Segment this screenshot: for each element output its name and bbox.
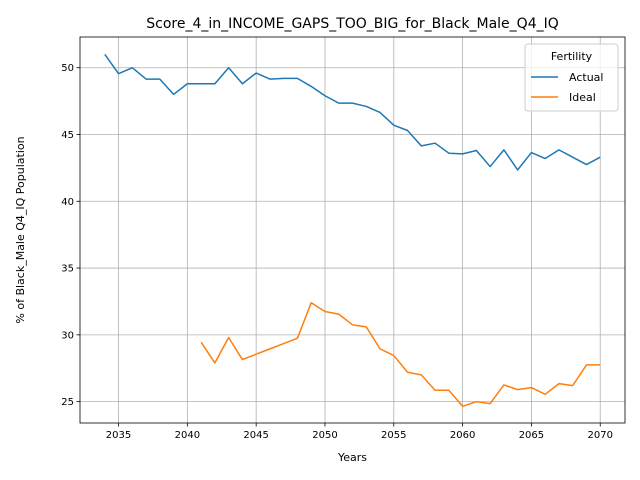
y-tick-label: 25 <box>61 397 74 408</box>
y-tick-label: 35 <box>61 264 74 275</box>
legend-label-ideal: Ideal <box>569 91 596 104</box>
plot-frame <box>79 36 626 424</box>
legend: Fertility Actual Ideal <box>524 43 619 112</box>
x-tick-label: 2045 <box>243 430 268 441</box>
y-axis-ticks: 25 30 35 40 45 50 <box>61 63 80 408</box>
x-tick-label: 2055 <box>381 430 406 441</box>
legend-title: Fertility <box>551 50 593 63</box>
y-tick-label: 30 <box>61 330 74 341</box>
legend-box <box>524 43 619 112</box>
y-tick-label: 50 <box>61 63 74 74</box>
legend-label-actual: Actual <box>569 71 603 84</box>
x-axis-label: Years <box>337 451 367 464</box>
x-tick-label: 2040 <box>175 430 200 441</box>
x-tick-label: 2035 <box>106 430 131 441</box>
y-tick-label: 45 <box>61 130 74 141</box>
x-tick-label: 2070 <box>588 430 613 441</box>
x-axis-ticks: 2035 2040 2045 2050 2055 2060 2065 2070 <box>106 423 613 441</box>
chart-title: Score_4_in_INCOME_GAPS_TOO_BIG_for_Black… <box>146 16 559 32</box>
y-tick-label: 40 <box>61 197 74 208</box>
x-tick-label: 2060 <box>450 430 475 441</box>
x-tick-label: 2050 <box>312 430 337 441</box>
x-tick-label: 2065 <box>519 430 544 441</box>
y-axis-label: % of Black_Male Q4_IQ Population <box>14 136 27 323</box>
series-lines <box>104 53 601 408</box>
series-line-actual <box>104 53 601 171</box>
series-line-ideal <box>200 302 601 408</box>
